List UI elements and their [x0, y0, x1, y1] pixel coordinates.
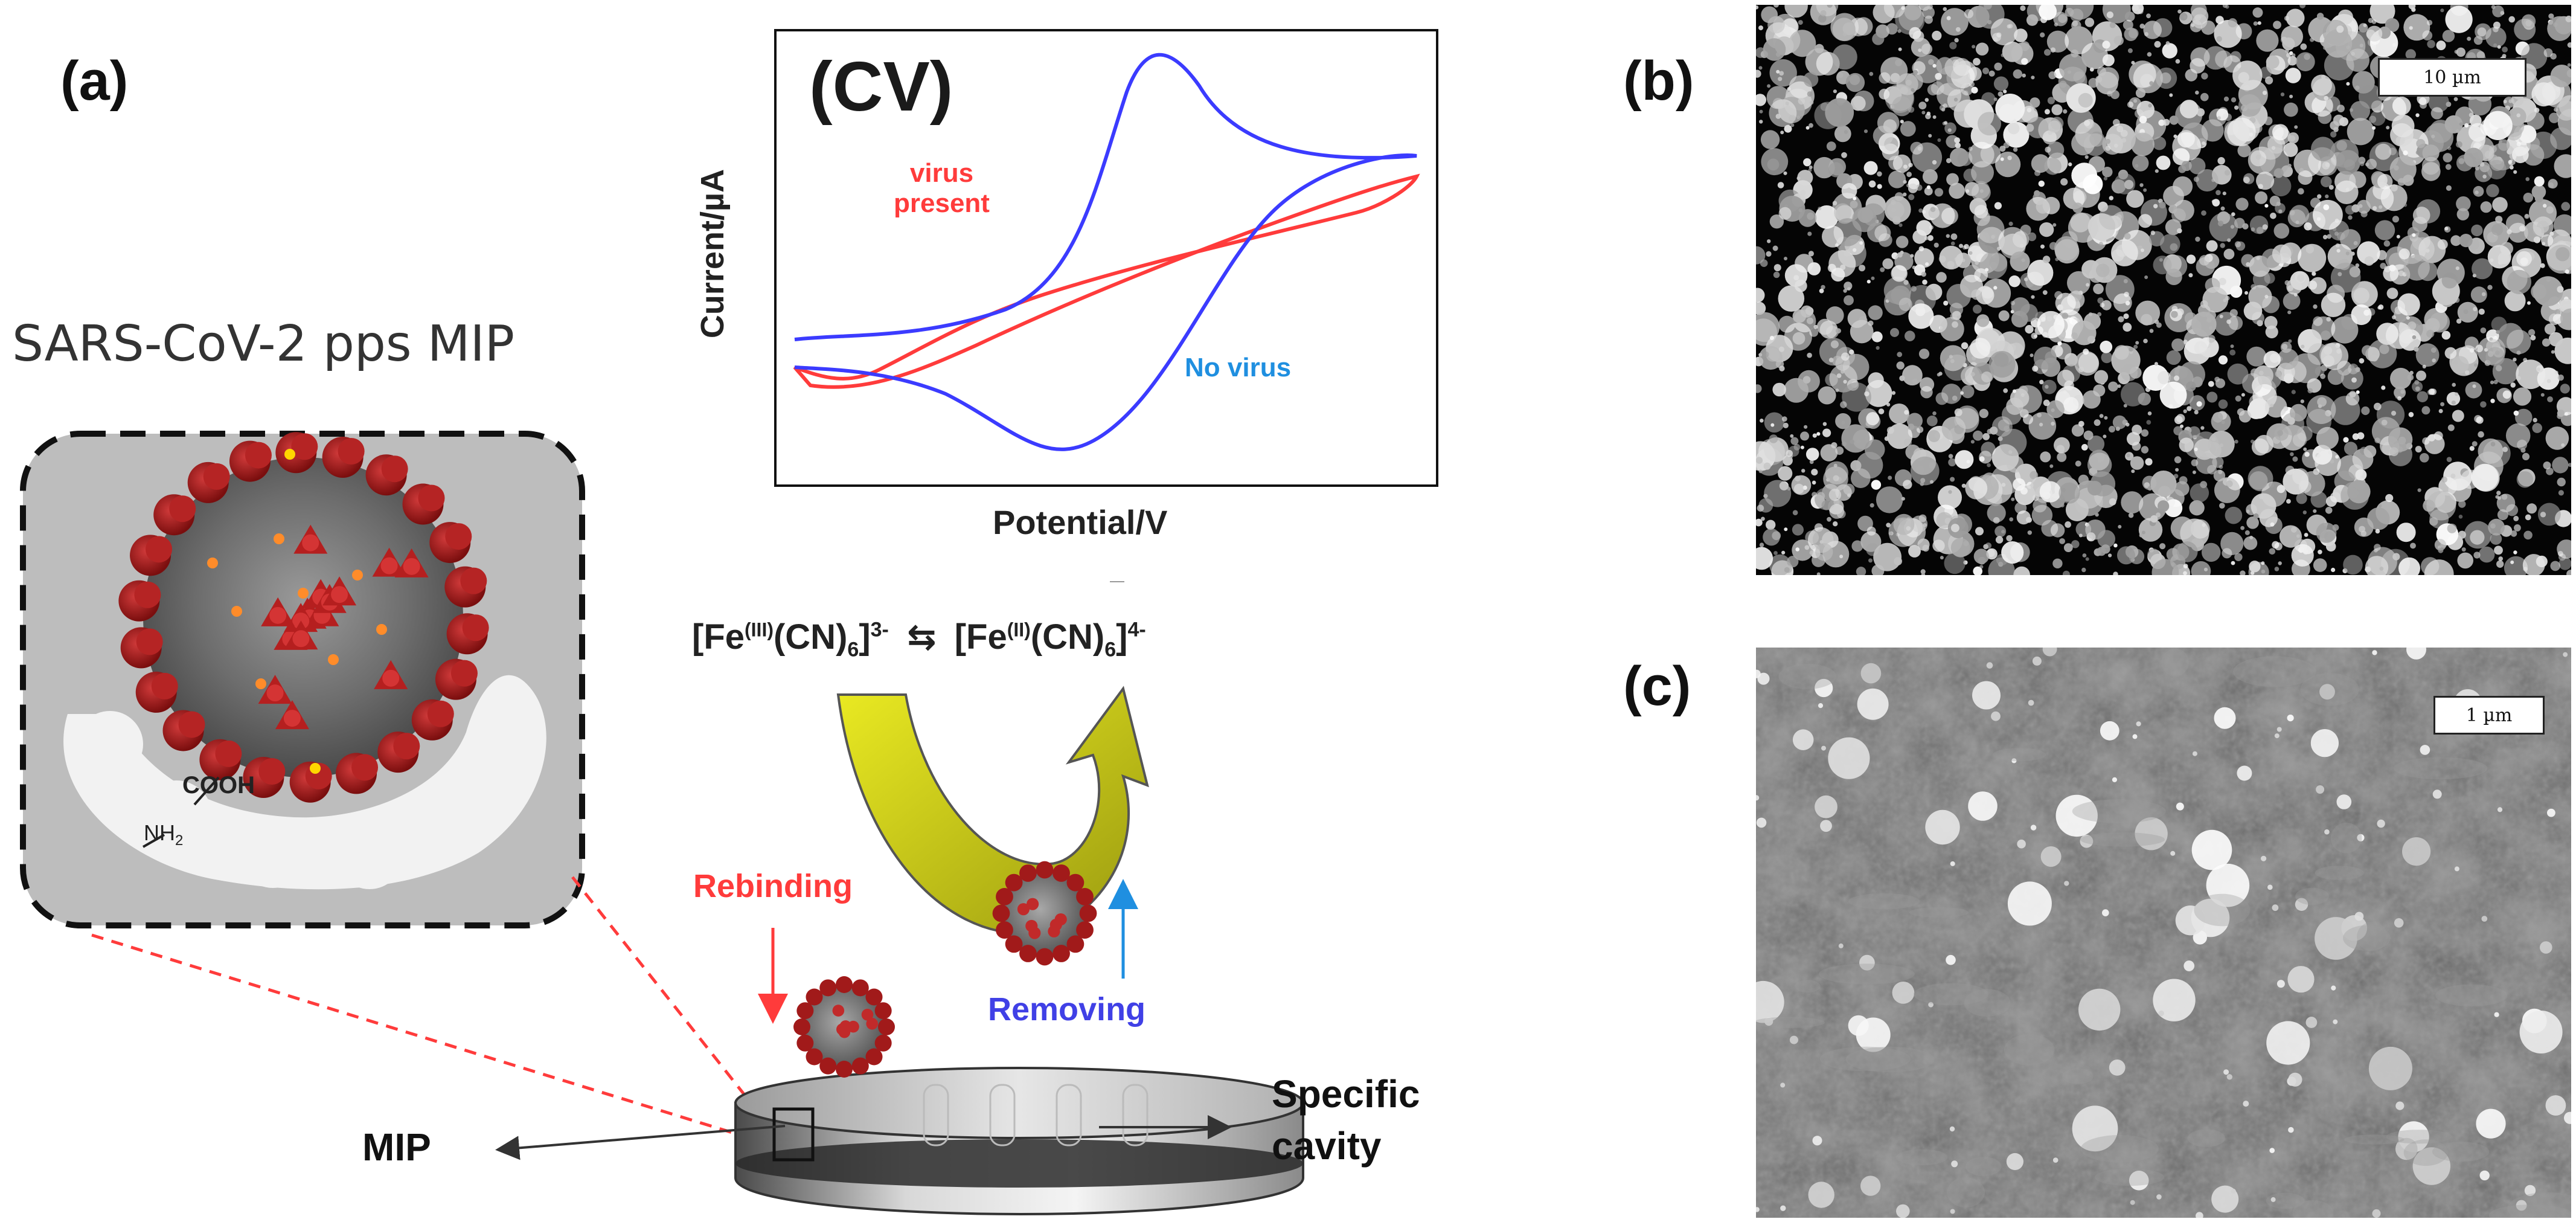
label-virus-present: virus present [894, 158, 990, 218]
virus-rebinding-icon [793, 976, 895, 1078]
cv-x-axis-label: Potential/V [993, 503, 1168, 541]
mip-title: SARS-CoV-2 pps MIP [12, 315, 515, 373]
specific-cavity-label: Specific cavity [1272, 1072, 1420, 1168]
mip-label: MIP [362, 1125, 431, 1169]
curve-virus-present [793, 173, 1420, 389]
virus-spikes [118, 432, 489, 803]
mip-inset-graphic [20, 431, 585, 928]
panel-label-b: (b) [1623, 50, 1694, 112]
scalebar-b: 10 µm [2378, 58, 2526, 97]
cooh-label: COOH [182, 772, 255, 799]
mip-inset [19, 430, 586, 929]
rebinding-label: Rebinding [693, 868, 853, 904]
electrode-disc [734, 1067, 1304, 1216]
mip-zoom-box [772, 1107, 815, 1162]
projection-line-lower [91, 933, 792, 1153]
cv-tag: (CV) [809, 47, 953, 126]
redox-cycle-arrow [836, 686, 1149, 935]
panel-label-a: (a) [60, 50, 129, 112]
cv-plot-frame [774, 29, 1438, 487]
scalebar-c: 1 µm [2433, 696, 2545, 735]
panel-label-c: (c) [1623, 655, 1691, 717]
cv-plot [793, 53, 1420, 451]
sem-image-c-surface [1756, 648, 2571, 1218]
sem-image-b [1756, 5, 2571, 575]
curve-no-virus [794, 53, 1417, 451]
mip-pointer-arrow [495, 1125, 786, 1160]
nh2-label: NH2 [144, 820, 184, 849]
label-no-virus: No virus [1185, 353, 1292, 382]
virus-removing-icon [992, 861, 1097, 966]
sem-image-c [1756, 648, 2571, 1218]
redox-equation: [Fe(III)(CN)6]3- ⇆ [Fe(II)(CN)6]4- [692, 617, 1146, 661]
divider-tick [1110, 581, 1124, 582]
sem-image-b-particles [1756, 5, 2571, 575]
removing-label: Removing [988, 991, 1146, 1027]
